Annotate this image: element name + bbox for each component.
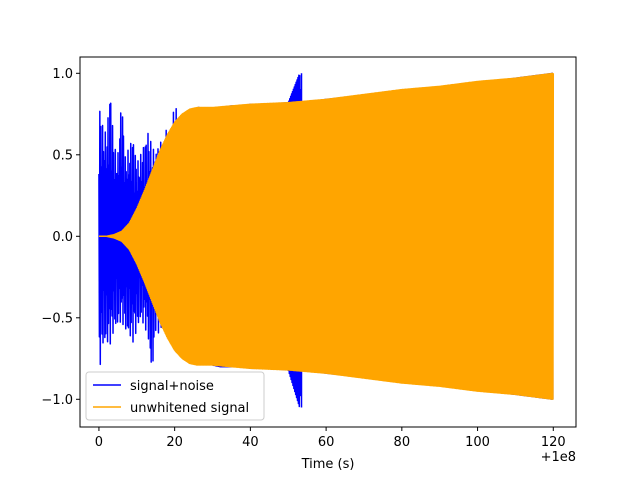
x-tick-label: 100	[465, 435, 490, 450]
legend-label-signal-noise: signal+noise	[130, 379, 214, 394]
plot-area	[98, 72, 555, 408]
y-tick-label: −0.5	[41, 311, 73, 326]
x-axis: 0 20 40 60 80 100 120	[95, 427, 566, 450]
y-tick-label: −1.0	[41, 393, 73, 408]
x-axis-label: Time (s)	[301, 457, 355, 472]
legend-box	[85, 371, 265, 421]
legend-label-unwhitened-signal: unwhitened signal	[130, 401, 249, 416]
x-tick-label: 0	[95, 435, 103, 450]
x-tick-label: 60	[318, 435, 335, 450]
axes-frame	[79, 56, 577, 428]
legend: signal+noise unwhitened signal	[85, 371, 265, 421]
y-axis: 1.0 0.5 0.0 −0.5 −1.0	[41, 67, 80, 408]
y-tick-label: 0.5	[52, 148, 73, 163]
x-tick-label: 80	[394, 435, 411, 450]
x-tick-label: 120	[541, 435, 566, 450]
y-tick-label: 1.0	[52, 67, 73, 82]
y-tick-label: 0.0	[52, 230, 73, 245]
x-tick-label: 20	[166, 435, 183, 450]
x-tick-label: 40	[242, 435, 259, 450]
x-offset-label: +1e8	[541, 450, 576, 465]
line-unwhitened-signal	[98, 72, 555, 400]
series-unwhitened-signal	[98, 72, 555, 400]
